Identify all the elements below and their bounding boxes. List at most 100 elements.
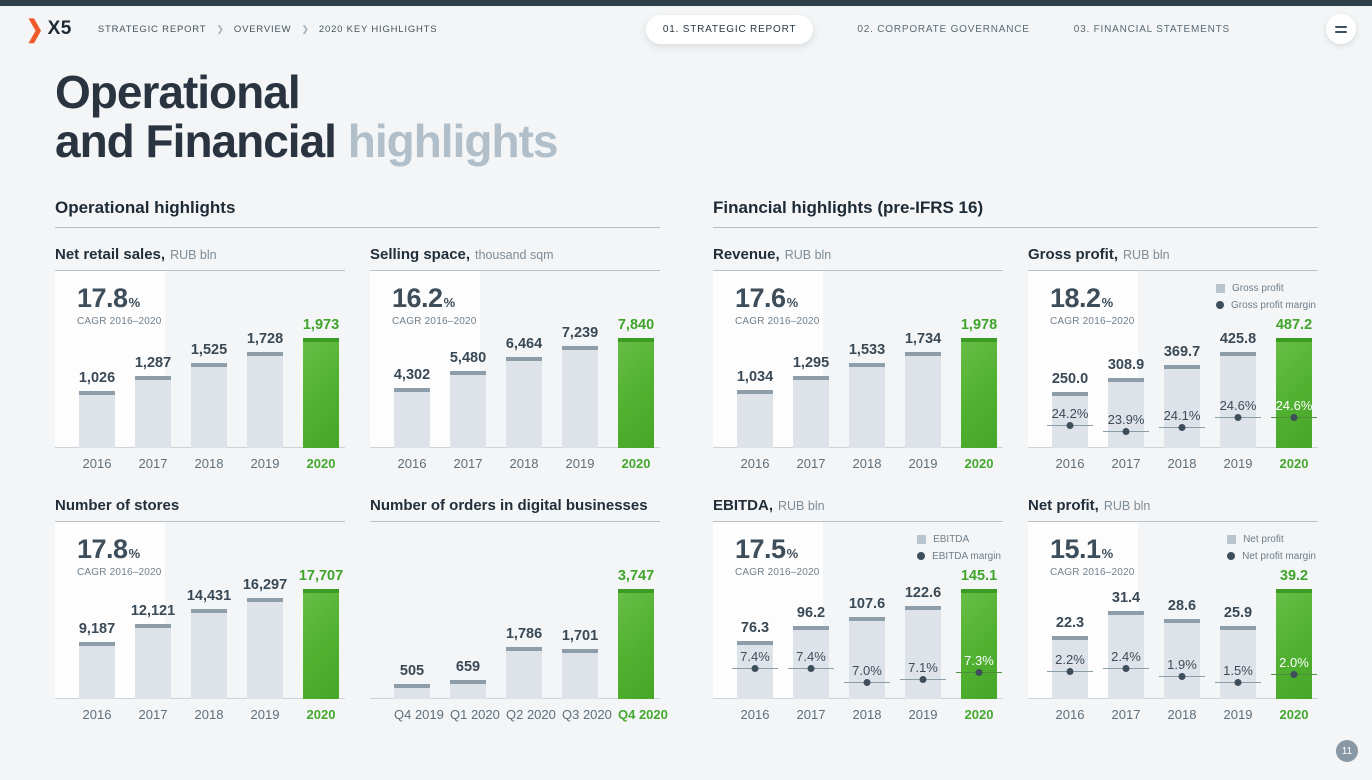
bar-top-cap xyxy=(793,375,829,380)
margin-dot xyxy=(1122,427,1130,435)
hamburger-icon xyxy=(1335,25,1347,28)
section-rule xyxy=(55,226,660,228)
legend-square-swatch xyxy=(1227,534,1237,544)
bar-slot-2020: 145.1 7.3% xyxy=(956,522,1002,699)
chart-bars: 22.3 2.2% 31.4 2.4% 28.6 1.9% 25.9 1.5% 39.2 2.0% xyxy=(1047,522,1317,699)
bar-slot-Q4-2019: 505 xyxy=(394,522,430,699)
bar-2018 xyxy=(191,608,227,699)
bar-value-label: 1,034 xyxy=(736,368,774,385)
chart-title-unit: RUB bln xyxy=(1123,247,1170,262)
x-label-2017: 2017 xyxy=(796,455,826,471)
margin-dot xyxy=(1122,664,1130,672)
chart-x-labels: 2016 2017 2018 2019 2020 xyxy=(55,707,345,722)
main-nav: 01. STRATEGIC REPORT 02. CORPORATE GOVERN… xyxy=(645,14,1230,44)
chart-ebitda: EBITDA, RUB bln 17.5% CAGR 2016–2020 EBITDA E… xyxy=(713,497,1003,722)
bar-top-cap xyxy=(191,362,227,367)
top-strip xyxy=(0,0,1372,6)
x-label-2019: 2019 xyxy=(908,706,938,722)
x-label-2017: 2017 xyxy=(1111,455,1141,471)
chart-legend: Gross profit Gross profit margin xyxy=(1215,283,1316,317)
chart-title-name: Revenue, xyxy=(713,245,780,263)
breadcrumb-item-overview[interactable]: OVERVIEW xyxy=(233,23,292,35)
legend-label: EBITDA xyxy=(933,533,970,545)
bar-top-cap xyxy=(1276,337,1312,342)
x-label-2018: 2018 xyxy=(1167,706,1197,722)
x5-logo[interactable]: ❯ X5 xyxy=(26,15,72,43)
cagr-block: 18.2% CAGR 2016–2020 xyxy=(1050,284,1135,327)
bar-2016: 2.2% xyxy=(1047,635,1093,699)
bar-2016 xyxy=(79,641,115,699)
margin-dot xyxy=(919,675,927,683)
margin-label: 7.4% xyxy=(740,648,770,664)
bar-slot-2020: 1,973 xyxy=(303,271,339,448)
bar-top-cap xyxy=(849,362,885,367)
chart-title-unit: RUB bln xyxy=(784,247,832,262)
chart-bars: 76.3 7.4% 96.2 7.4% 107.6 7.0% 122.6 7.1% 145.1 7… xyxy=(732,522,1002,699)
bar-slot-2018: 6,464 xyxy=(506,271,542,448)
chart-title-rule xyxy=(370,520,660,522)
nav-item-02-corporate-governance[interactable]: 02. CORPORATE GOVERNANCE xyxy=(857,23,1030,35)
chart-x-labels: 2016 2017 2018 2019 2020 xyxy=(1028,456,1318,471)
bar-value-label: 1,533 xyxy=(848,341,886,358)
bar-2018: 1.9% xyxy=(1159,618,1205,699)
bar-top-cap xyxy=(303,588,339,593)
page-title: Operational and Financial highlights xyxy=(55,68,1372,166)
bar-value-label: 1,786 xyxy=(505,625,543,642)
bar-slot-2016: 9,187 xyxy=(79,522,115,699)
menu-button[interactable] xyxy=(1326,14,1356,44)
bar-top-cap xyxy=(737,389,773,394)
x-label-2018: 2018 xyxy=(852,455,882,471)
bar-2017: 23.9% xyxy=(1103,377,1149,448)
chart-bars: 250.0 24.2% 308.9 23.9% 369.7 24.1% 425.8 24.6%… xyxy=(1047,271,1317,448)
bar-value-label: 107.6 xyxy=(848,595,886,612)
bar-slot-2017: 308.9 23.9% xyxy=(1103,271,1149,448)
cagr-percent-sign: % xyxy=(1101,545,1114,561)
x-label-2018: 2018 xyxy=(852,706,882,722)
bar-slot-2019: 425.8 24.6% xyxy=(1215,271,1261,448)
x-label-2017: 2017 xyxy=(453,455,483,471)
margin-dot xyxy=(751,664,759,672)
chart-title-name: Selling space, xyxy=(370,245,471,263)
bar-top-cap xyxy=(79,641,115,646)
bar-top-cap xyxy=(303,337,339,342)
bar-value-label: 9,187 xyxy=(78,620,116,637)
x-label-2017: 2017 xyxy=(138,455,168,471)
bar-2016: 7.4% xyxy=(732,640,778,699)
bar-value-label: 1,728 xyxy=(246,330,284,347)
x-label-2020: 2020 xyxy=(1279,706,1309,722)
logo-chevron-icon: ❯ xyxy=(26,15,44,43)
bar-slot-2016: 1,034 xyxy=(737,271,773,448)
legend-dot-swatch xyxy=(1215,301,1224,309)
nav-item-03-financial-statements[interactable]: 03. FINANCIAL STATEMENTS xyxy=(1073,23,1230,35)
bar-value-label: 487.2 xyxy=(1275,316,1313,333)
bar-top-cap xyxy=(905,605,941,610)
bar-top-cap xyxy=(247,351,283,356)
x-label-2019: 2019 xyxy=(1223,706,1253,722)
bar-top-cap xyxy=(793,625,829,630)
bar-2020 xyxy=(303,588,339,699)
bar-value-label: 1,026 xyxy=(78,369,116,386)
margin-dot xyxy=(863,678,871,686)
nav-item-01-strategic-report[interactable]: 01. STRATEGIC REPORT xyxy=(645,14,814,44)
chart-x-labels: 2016 2017 2018 2019 2020 xyxy=(713,456,1003,471)
bar-2016: 24.2% xyxy=(1047,391,1093,448)
margin-label: 24.6% xyxy=(1219,397,1257,413)
bar-value-label: 6,464 xyxy=(505,335,543,352)
chart-title-name: Net profit, xyxy=(1028,496,1099,514)
bar-slot-2017: 1,295 xyxy=(793,271,829,448)
bar-top-cap xyxy=(618,588,654,593)
x-label-2020: 2020 xyxy=(1279,455,1309,471)
breadcrumb-item-2020-key-highlights[interactable]: 2020 KEY HIGHLIGHTS xyxy=(318,23,438,35)
bar-value-label: 4,302 xyxy=(393,366,431,383)
bar-top-cap xyxy=(1220,625,1256,630)
chart-x-labels: 2016 2017 2018 2019 2020 xyxy=(1028,707,1318,722)
chart-title: EBITDA, RUB bln xyxy=(713,497,1003,514)
bar-top-cap xyxy=(506,356,542,361)
breadcrumb-item-strategic-report[interactable]: STRATEGIC REPORT xyxy=(97,23,207,35)
bar-Q3-2020 xyxy=(562,648,598,699)
bar-2017 xyxy=(135,375,171,448)
chart-title-rule xyxy=(55,520,345,522)
chart-title-rule xyxy=(1028,520,1318,522)
chart-title-unit: thousand sqm xyxy=(475,247,554,262)
bar-top-cap xyxy=(905,351,941,356)
